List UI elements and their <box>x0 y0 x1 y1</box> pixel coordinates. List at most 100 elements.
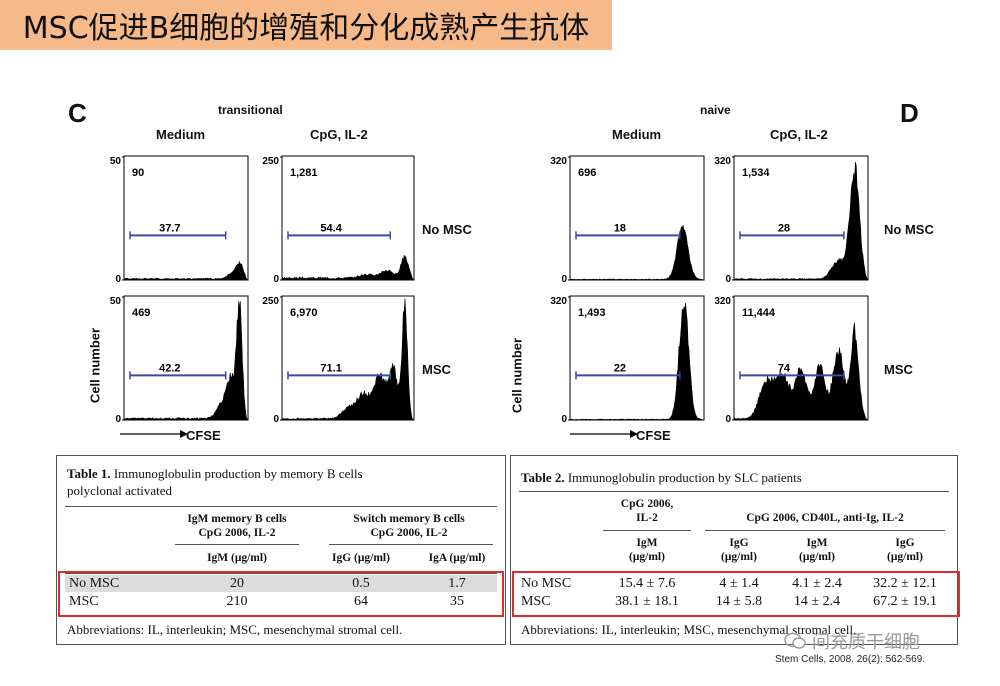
histogram-fill <box>733 322 869 421</box>
table-2-cell: 15.4 ± 7.6 <box>618 576 676 591</box>
panel-c-col-cpg: CpG, IL-2 <box>310 127 368 142</box>
y-min-label: 0 <box>561 274 567 285</box>
y-min-label: 0 <box>561 414 567 425</box>
table-1-cell: 20 <box>230 576 244 591</box>
table-2-highlight-box <box>512 571 960 617</box>
table-2-col-igm-1: IgM <box>636 537 658 549</box>
y-max-label: 50 <box>110 296 122 307</box>
table-1-caption-bold: Table 1. <box>67 466 111 481</box>
watermark: 间充质干细胞 <box>784 628 920 654</box>
event-count: 1,493 <box>578 307 606 319</box>
table-2-cell: 4 ± 1.4 <box>719 576 759 591</box>
table-1-group1-line2: CpG 2006, IL-2 <box>198 527 276 539</box>
table-2-row-label: No MSC <box>521 576 572 591</box>
table-2-caption-bold: Table 2. <box>521 470 565 485</box>
panel-c-row-msc: MSC <box>422 362 451 377</box>
table-1-cell: 64 <box>354 594 368 609</box>
event-count: 90 <box>132 167 144 179</box>
table-2-col-igm-3: IgM <box>806 537 828 549</box>
panel-d-xaxis-arrow <box>570 430 638 438</box>
y-max-label: 250 <box>262 156 279 167</box>
histogram-fill <box>281 298 416 421</box>
histogram-d-nomsc-cpg: 320 0 1,534 28 <box>714 155 869 285</box>
gate-percent: 18 <box>614 222 626 234</box>
table-1-footnote: Abbreviations: IL, interleukin; MSC, mes… <box>67 622 403 637</box>
table-1-group2-line2: CpG 2006, IL-2 <box>370 527 448 539</box>
y-max-label: 50 <box>110 156 122 167</box>
event-count: 696 <box>578 167 596 179</box>
y-min-label: 0 <box>273 414 279 425</box>
table-1-cell: 35 <box>450 594 464 609</box>
gate-percent: 74 <box>778 362 791 374</box>
panel-d-row-msc: MSC <box>884 362 913 377</box>
event-count: 1,534 <box>742 167 770 179</box>
page-title: MSC促进B细胞的增殖和分化成熟产生抗体 <box>22 11 590 46</box>
watermark-text: 间充质干细胞 <box>812 632 920 653</box>
histogram-fill <box>123 260 249 281</box>
event-count: 11,444 <box>742 307 776 319</box>
panel-d-col-medium: Medium <box>612 127 662 142</box>
citation: Stem Cells, 2008. 26(2): 562-569. <box>775 654 926 665</box>
gate-percent: 22 <box>614 362 626 374</box>
table-2-group2: CpG 2006, CD40L, anti-Ig, IL-2 <box>746 512 904 524</box>
histogram-fill <box>569 224 705 281</box>
histogram-d-msc-cpg: 320 0 11,444 74 <box>714 295 869 425</box>
table-1-cell: 1.7 <box>448 576 466 591</box>
panel-d-row-nomsc: No MSC <box>884 222 934 237</box>
table-1-caption-line2: polyclonal activated <box>67 483 173 498</box>
table-2-cell: 14 ± 2.4 <box>793 594 841 609</box>
gate-percent: 28 <box>778 222 790 234</box>
histogram-d-msc-medium: 320 0 1,493 22 <box>550 295 705 425</box>
table-2-cell: 32.2 ± 12.1 <box>873 576 937 591</box>
table-1-caption-line1: Immunoglobulin production by memory B ce… <box>113 466 363 481</box>
table-2-row-label: MSC <box>521 594 551 609</box>
panel-d-xlabel: CFSE <box>636 428 671 443</box>
table-2-cell: 4.1 ± 2.4 <box>792 576 842 591</box>
histogram-fill <box>733 161 869 281</box>
gate-percent: 42.2 <box>159 362 180 374</box>
table-2-col-igg-2: IgG <box>729 537 749 549</box>
panel-c-xlabel: CFSE <box>186 428 221 443</box>
event-count: 469 <box>132 307 150 319</box>
histogram-fill <box>123 300 249 421</box>
table-1-row-label: MSC <box>69 594 99 609</box>
panel-c-group-label: transitional <box>218 103 283 117</box>
panel-c-row-nomsc: No MSC <box>422 222 472 237</box>
panel-c-col-medium: Medium <box>156 127 206 142</box>
panel-d-group-label: naive <box>700 103 731 117</box>
histogram-d-nomsc-medium: 320 0 696 18 <box>550 155 705 285</box>
table-2-cell: 14 ± 5.8 <box>715 594 763 609</box>
y-min-label: 0 <box>725 274 731 285</box>
table-1-group1-line1: IgM memory B cells <box>187 513 287 525</box>
table-1-cell: 0.5 <box>352 576 370 591</box>
y-min-label: 0 <box>273 274 279 285</box>
histogram-c-nomsc-cpg: 250 0 1,281 54.4 <box>262 155 415 285</box>
table-1-col-igm: IgM (μg/ml) <box>207 552 267 564</box>
histogram-c-msc-medium: 50 0 469 42.2 <box>110 295 249 425</box>
panel-c-xaxis-arrow <box>120 430 188 438</box>
gate-percent: 37.7 <box>159 222 180 234</box>
y-max-label: 320 <box>714 156 731 167</box>
table-2-col-unit-1: (μg/ml) <box>629 551 665 563</box>
histogram-c-msc-cpg: 250 0 6,970 71.1 <box>262 295 416 425</box>
table-2-col-unit-2: (μg/ml) <box>721 551 757 563</box>
histogram-fill <box>281 254 415 281</box>
table-2-cell: 38.1 ± 18.1 <box>615 594 679 609</box>
y-min-label: 0 <box>725 414 731 425</box>
y-min-label: 0 <box>115 274 121 285</box>
table-2-caption-rest: Immunoglobulin production by SLC patient… <box>567 470 802 485</box>
table-1-cell: 210 <box>226 594 248 609</box>
y-min-label: 0 <box>115 414 121 425</box>
table-2-col-igg-4: IgG <box>895 537 915 549</box>
table-1-col-igg: IgG (μg/ml) <box>332 552 390 564</box>
panel-letter-d: D <box>900 98 919 128</box>
table-2-col-unit-3: (μg/ml) <box>799 551 835 563</box>
y-max-label: 320 <box>714 296 731 307</box>
panel-d-ylabel: Cell number <box>509 337 525 414</box>
histogram-c-nomsc-medium: 50 0 90 37.7 <box>110 155 249 285</box>
event-count: 6,970 <box>290 307 318 319</box>
y-max-label: 320 <box>550 156 567 167</box>
table-2-footnote: Abbreviations: IL, interleukin; MSC, mes… <box>521 622 857 637</box>
y-max-label: 320 <box>550 296 567 307</box>
event-count: 1,281 <box>290 167 318 179</box>
